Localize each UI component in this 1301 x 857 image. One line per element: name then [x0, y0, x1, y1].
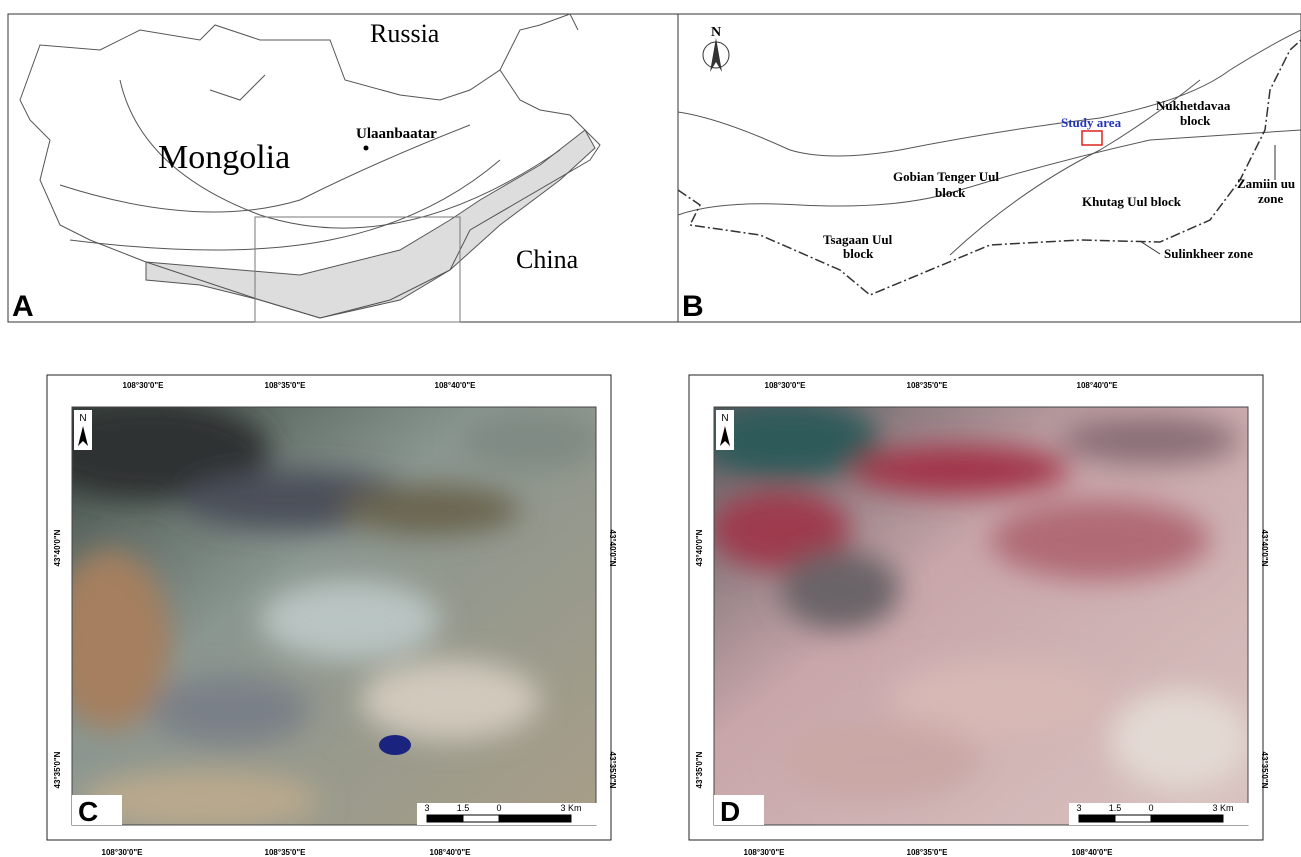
panel-letter: C	[78, 796, 98, 827]
panel-letter: D	[720, 796, 740, 827]
country-label: Russia	[370, 19, 440, 48]
scale-segment	[1115, 815, 1151, 822]
lat-label: 43°35'0"N	[53, 751, 62, 788]
lat-label: 43°40'0"N	[695, 529, 704, 566]
lat-label: 43°40'0"N	[53, 529, 62, 566]
scale-label: 3	[424, 803, 429, 813]
panel-b: N Study area Nukhetdavaa block Gobian Te…	[678, 14, 1301, 323]
scale-label: 3	[1076, 803, 1081, 813]
lon-label: 108°35'0"E	[265, 381, 307, 390]
lon-label: 108°40'0"E	[430, 848, 472, 857]
lon-label: 108°40'0"E	[1072, 848, 1114, 857]
lon-label: 108°30'0"E	[123, 381, 165, 390]
scale-label: 1.5	[1109, 803, 1122, 813]
lon-label: 108°35'0"E	[907, 381, 949, 390]
panel-letter: A	[12, 290, 34, 323]
country-label: Mongolia	[158, 139, 290, 176]
lake	[379, 735, 411, 755]
zone-label: Sulinkheer zone	[1164, 246, 1253, 261]
lat-label: 43°40'0"N	[608, 530, 617, 567]
zone-label: Zamiin uu	[1237, 176, 1295, 191]
panel-letter: B	[682, 290, 704, 323]
block-label: Gobian Tenger Uul	[893, 169, 999, 184]
scale-segment	[427, 815, 463, 822]
figure: Russia Mongolia Ulaanbaatar China A N St…	[0, 0, 1301, 857]
lon-label: 108°40'0"E	[435, 381, 477, 390]
scale-segment	[1079, 815, 1115, 822]
lon-label: 108°30'0"E	[102, 848, 144, 857]
north-label: N	[711, 25, 721, 40]
scale-label: 0	[1148, 803, 1153, 813]
north-label: N	[79, 413, 86, 424]
block-label: block	[1180, 113, 1211, 128]
block-label: block	[935, 185, 966, 200]
study-area-label: Study area	[1061, 115, 1122, 130]
scale-segment	[499, 815, 571, 822]
scale-label: 3 Km	[1212, 803, 1233, 813]
satellite-image	[30, 400, 600, 830]
scale-label: 0	[496, 803, 501, 813]
block-label: block	[843, 246, 874, 261]
panel-frame	[678, 14, 1301, 322]
satellite-image	[700, 400, 1250, 825]
block-label: Khutag Uul block	[1082, 194, 1182, 209]
block-label: Tsagaan Uul	[823, 232, 893, 247]
lon-label: 108°30'0"E	[744, 848, 786, 857]
zone-label: zone	[1258, 191, 1284, 206]
scale-segment	[463, 815, 499, 822]
lon-label: 108°40'0"E	[1077, 381, 1119, 390]
lat-label: 43°35'0"N	[1260, 752, 1269, 789]
block-label: Nukhetdavaa	[1156, 98, 1231, 113]
city-label: Ulaanbaatar	[356, 126, 437, 142]
country-label: China	[516, 245, 579, 274]
city-dot	[364, 146, 369, 151]
lon-label: 108°30'0"E	[765, 381, 807, 390]
lat-label: 43°35'0"N	[695, 751, 704, 788]
lon-label: 108°35'0"E	[265, 848, 307, 857]
panel-a: Russia Mongolia Ulaanbaatar China A	[8, 14, 678, 323]
lon-label: 108°35'0"E	[907, 848, 949, 857]
lat-label: 43°35'0"N	[608, 752, 617, 789]
north-label: N	[721, 413, 728, 424]
scale-label: 3 Km	[560, 803, 581, 813]
scale-segment	[1151, 815, 1223, 822]
scale-label: 1.5	[457, 803, 470, 813]
lat-label: 43°40'0"N	[1260, 530, 1269, 567]
